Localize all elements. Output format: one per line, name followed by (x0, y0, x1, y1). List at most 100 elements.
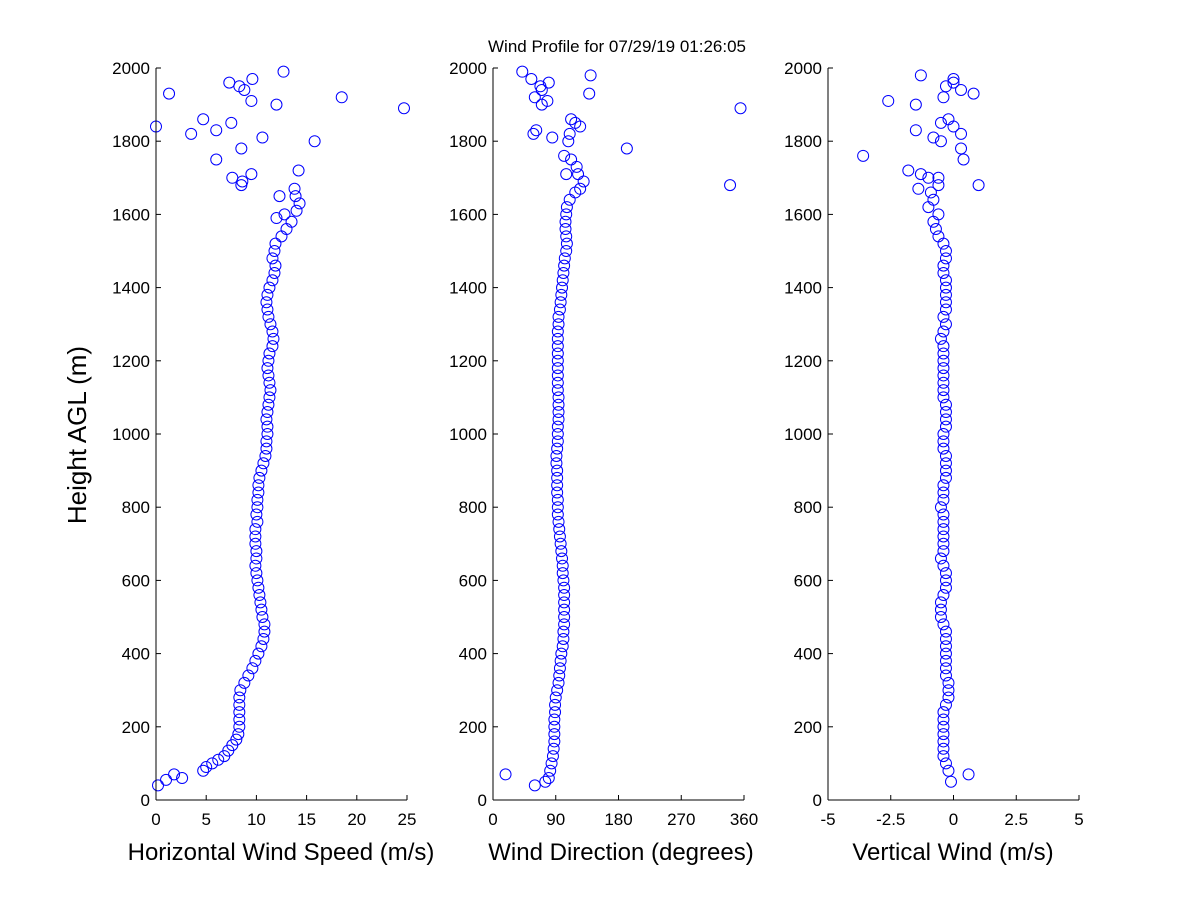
data-point (558, 589, 571, 602)
data-point (251, 574, 264, 587)
data-point (499, 768, 512, 781)
y-tick-label: 1400 (784, 279, 822, 298)
data-point (553, 523, 566, 536)
data-point (942, 764, 955, 777)
data-point (937, 742, 950, 755)
data-point (160, 773, 173, 786)
data-point (932, 179, 945, 192)
data-point (223, 76, 236, 89)
y-tick-label: 1800 (784, 132, 822, 151)
data-point (553, 662, 566, 675)
x-tick-label: -5 (820, 810, 835, 829)
data-point (233, 706, 246, 719)
data-point (527, 127, 540, 140)
data-point (551, 332, 564, 345)
data-point (253, 471, 266, 484)
data-point (937, 362, 950, 375)
data-point (937, 545, 950, 558)
data-point (551, 479, 564, 492)
data-point (934, 552, 947, 565)
data-point (525, 72, 538, 85)
data-point (939, 647, 952, 660)
data-point (263, 347, 276, 360)
data-point (539, 775, 552, 788)
data-point (234, 684, 247, 697)
x-tick-label: 0 (151, 810, 160, 829)
data-point (937, 347, 950, 360)
data-point (259, 449, 272, 462)
data-point (937, 618, 950, 631)
data-point (937, 706, 950, 719)
data-point (942, 684, 955, 697)
data-point (939, 398, 952, 411)
panel-wind-direction-axes (492, 68, 744, 801)
y-tick-label: 1000 (784, 425, 822, 444)
data-point (266, 274, 279, 287)
data-point (551, 347, 564, 360)
data-point (233, 698, 246, 711)
data-point (551, 493, 564, 506)
data-point (558, 149, 571, 162)
y-tick-label: 600 (794, 571, 822, 590)
data-point (937, 713, 950, 726)
data-point (553, 530, 566, 543)
x-tick-label: 15 (297, 810, 316, 829)
data-point (200, 761, 213, 774)
data-point (546, 750, 559, 763)
figure-title: Wind Profile for 07/29/19 01:26:05 (488, 37, 746, 56)
y-tick-label: 1800 (112, 132, 150, 151)
data-point (932, 230, 945, 243)
data-point (264, 318, 277, 331)
y-tick-label: 0 (478, 791, 487, 810)
data-point (552, 515, 565, 528)
data-point (939, 413, 952, 426)
data-point (939, 245, 952, 257)
panel-wind-direction: 0 200 400 600 800 1000 1200 1400 1600 1800 2000 0 90… (449, 59, 758, 866)
data-point (555, 545, 568, 558)
data-point (242, 669, 255, 682)
data-point (937, 354, 950, 367)
data-point (552, 398, 565, 411)
data-point (545, 757, 558, 770)
data-point (937, 559, 950, 572)
data-point (555, 288, 568, 301)
data-point (939, 296, 952, 309)
data-point (516, 65, 529, 78)
data-point (560, 230, 573, 243)
data-point (939, 288, 952, 301)
y-tick-label: 200 (794, 718, 822, 737)
data-point (932, 171, 945, 184)
data-point (558, 618, 571, 631)
data-point (937, 259, 950, 272)
data-point (939, 464, 952, 477)
data-point (541, 94, 554, 107)
data-point (937, 442, 950, 455)
data-point (937, 91, 950, 104)
y-tick-label: 200 (459, 718, 487, 737)
data-point (249, 559, 262, 572)
x-axis-label-vertical-wind: Vertical Wind (m/s) (852, 839, 1053, 866)
data-point (266, 340, 279, 353)
data-point (583, 87, 596, 100)
data-point (230, 733, 243, 746)
data-point (255, 603, 268, 616)
x-tick-label: 90 (546, 810, 565, 829)
data-point (955, 83, 968, 96)
data-point (939, 567, 952, 580)
data-point (293, 197, 306, 210)
data-point (251, 501, 264, 514)
data-point (937, 340, 950, 353)
data-point (258, 625, 271, 638)
data-point (260, 296, 273, 309)
data-point (542, 772, 555, 785)
data-point (560, 237, 573, 250)
data-point (551, 362, 564, 375)
data-point (552, 413, 565, 426)
data-point (551, 435, 564, 448)
data-point (185, 127, 198, 140)
x-tick-label: 0 (488, 810, 497, 829)
y-axis-label: Height AGL (m) (62, 346, 92, 524)
x-tick-label: 2.5 (1004, 810, 1028, 829)
data-point (250, 552, 263, 565)
data-point (238, 676, 251, 689)
